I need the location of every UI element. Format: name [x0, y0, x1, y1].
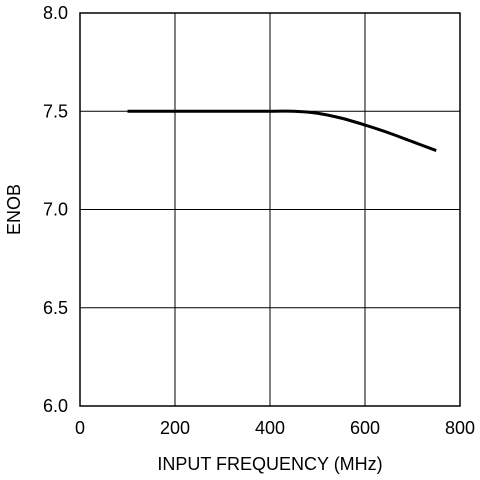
x-tick-label: 0 — [75, 418, 85, 438]
y-tick-label: 6.0 — [43, 396, 68, 416]
y-tick-label: 7.5 — [43, 101, 68, 121]
plot-frame — [79, 12, 461, 407]
y-axis-tick-labels: 6.0 6.5 7.0 7.5 8.0 — [43, 3, 68, 416]
x-tick-label: 800 — [445, 418, 475, 438]
x-tick-label: 600 — [350, 418, 380, 438]
grid-lines — [80, 13, 460, 406]
series-layer — [127, 109, 437, 152]
x-tick-label: 400 — [255, 418, 285, 438]
y-tick-label: 6.5 — [43, 298, 68, 318]
x-tick-label: 200 — [160, 418, 190, 438]
enob-series-line — [127, 109, 437, 152]
y-tick-label: 7.0 — [43, 200, 68, 220]
y-tick-label: 8.0 — [43, 3, 68, 23]
x-axis-tick-labels: 0 200 400 600 800 — [75, 418, 475, 438]
x-axis-title: INPUT FREQUENCY (MHz) — [157, 454, 382, 474]
y-axis-title: ENOB — [4, 184, 24, 235]
